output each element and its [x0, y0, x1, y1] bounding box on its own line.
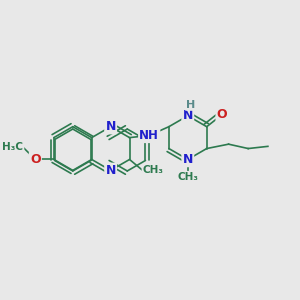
Text: CH₃: CH₃ [177, 172, 198, 182]
Text: N: N [183, 109, 193, 122]
Text: H: H [186, 100, 195, 110]
Text: N: N [105, 164, 116, 177]
Text: H₃C: H₃C [2, 142, 23, 152]
Text: N: N [183, 153, 193, 166]
Text: O: O [217, 108, 227, 121]
Text: N: N [105, 120, 116, 133]
Text: O: O [30, 153, 40, 166]
Text: CH₃: CH₃ [142, 165, 164, 176]
Text: NH: NH [139, 129, 159, 142]
